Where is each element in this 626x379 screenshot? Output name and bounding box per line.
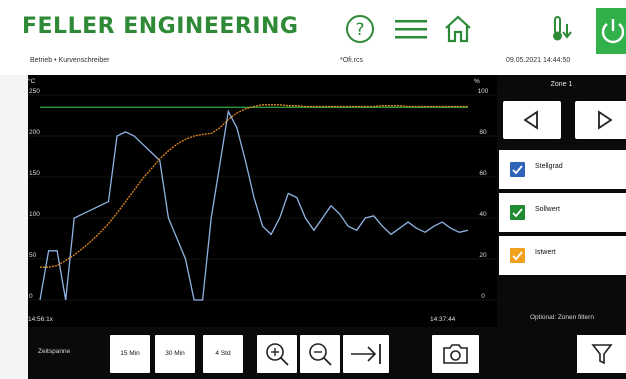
- right-tick-label: 60: [479, 170, 487, 177]
- range-15min-button[interactable]: 15 Min: [110, 335, 150, 373]
- zoom-out-button[interactable]: [300, 335, 340, 373]
- right-tick-label: 80: [479, 129, 487, 136]
- filter-icon: [591, 344, 613, 365]
- menu-icon[interactable]: [392, 12, 430, 46]
- home-icon[interactable]: [441, 12, 475, 46]
- svg-text:?: ?: [355, 20, 364, 40]
- left-tick-label: 0: [29, 293, 33, 300]
- range-4std-button[interactable]: 4 Std: [203, 335, 243, 373]
- trend-chart[interactable]: 250 100 200 80 150 60 100 40 50 20 0 0 °C % 14:56:1…: [28, 75, 497, 327]
- series-label: Istwert: [535, 249, 556, 256]
- end-time: 14:37:44: [430, 316, 456, 323]
- jump-to-end-button[interactable]: [343, 335, 389, 373]
- zoom-in-button[interactable]: [257, 335, 297, 373]
- right-axis-unit: %: [474, 78, 480, 85]
- zoom-out-icon: [309, 343, 332, 366]
- company-logo: FELLER ENGINEERING: [22, 14, 299, 39]
- check-icon: [512, 251, 523, 261]
- series-toggle-stellgrad[interactable]: Stellgrad: [499, 150, 626, 189]
- right-tick-label: 100: [478, 88, 489, 95]
- prev-zone-button[interactable]: [503, 101, 561, 139]
- left-margin: [0, 75, 28, 379]
- left-tick-label: 100: [29, 211, 40, 218]
- range-30min-button[interactable]: 30 Min: [155, 335, 195, 373]
- start-time: 14:56:1x: [28, 316, 53, 323]
- left-tick-label: 200: [29, 129, 40, 136]
- right-tick-label: 20: [479, 252, 487, 259]
- breadcrumb: Betrieb • Kurvenschreiber: [30, 57, 110, 64]
- zone-label: Zone 1: [550, 81, 573, 88]
- optional-filter-label: Optional: Zonen filtern: [530, 314, 594, 321]
- check-icon: [512, 208, 523, 218]
- series-line-istwert: [40, 104, 468, 268]
- next-zone-button[interactable]: [575, 101, 626, 139]
- left-tick-label: 150: [29, 170, 40, 177]
- left-axis-unit: °C: [28, 78, 36, 85]
- power-button[interactable]: [596, 8, 626, 54]
- screenshot-button[interactable]: [432, 335, 479, 373]
- series-label: Sollwert: [535, 206, 560, 213]
- left-tick-label: 250: [29, 88, 40, 95]
- series-label: Stellgrad: [535, 163, 563, 170]
- jump-to-end-icon: [351, 344, 381, 364]
- triangle-right-icon: [598, 110, 613, 130]
- series-line-stellgrad: [39, 109, 469, 301]
- checkbox-sollwert[interactable]: [510, 205, 525, 220]
- zeitspanne-label: Zeitspanne: [38, 348, 71, 355]
- help-icon[interactable]: ?: [343, 12, 377, 46]
- date-time: 09.05.2021 14:44:50: [506, 57, 571, 64]
- left-tick-label: 50: [29, 252, 37, 259]
- filter-button[interactable]: [577, 335, 626, 373]
- series-toggle-sollwert[interactable]: Sollwert: [499, 193, 626, 232]
- power-icon: [601, 19, 625, 44]
- check-icon: [512, 165, 523, 175]
- file-name: *Ofi.rcs: [340, 57, 363, 64]
- triangle-left-icon: [523, 110, 538, 130]
- thermometer-icon[interactable]: [545, 12, 579, 46]
- right-tick-label: 0: [481, 293, 485, 300]
- series-toggle-istwert[interactable]: Istwert: [499, 236, 626, 275]
- right-tick-label: 40: [479, 211, 487, 218]
- checkbox-stellgrad[interactable]: [510, 162, 525, 177]
- checkbox-istwert[interactable]: [510, 248, 525, 263]
- camera-icon: [443, 344, 468, 364]
- zoom-in-icon: [266, 343, 289, 366]
